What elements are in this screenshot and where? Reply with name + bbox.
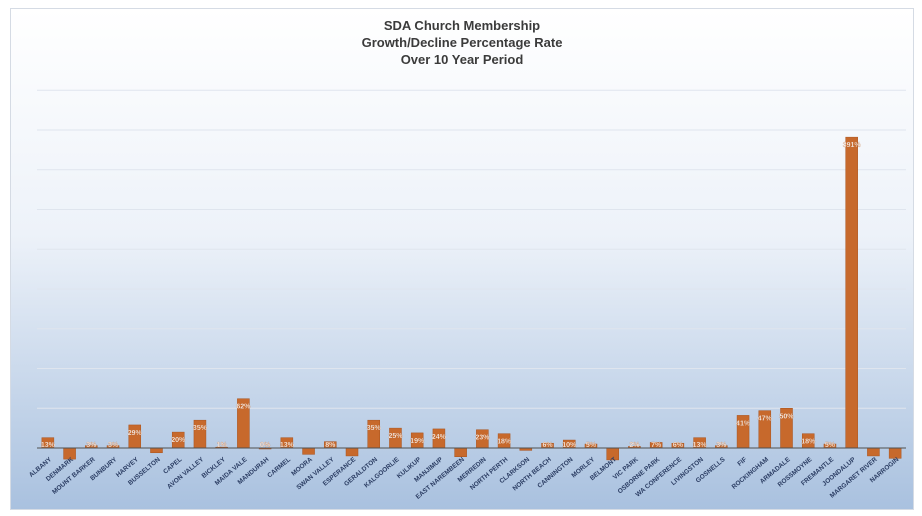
data-label: 23% <box>475 435 490 442</box>
bar <box>454 447 467 457</box>
chart-area: SDA Church Membership Growth/Decline Per… <box>10 8 914 510</box>
category-label: NORTH BEACH <box>512 456 554 492</box>
data-label: 1% <box>217 442 228 449</box>
data-label: 35% <box>367 425 382 432</box>
data-label: 13% <box>693 442 708 449</box>
data-label: 3% <box>716 442 727 449</box>
category-label: CARMEL <box>266 456 292 479</box>
data-label: 6% <box>542 442 553 449</box>
data-label: 391% <box>843 142 862 149</box>
bar <box>845 136 858 449</box>
data-label: 19% <box>410 438 425 445</box>
data-label: 41% <box>736 420 751 427</box>
bar <box>150 447 163 454</box>
category-label: NORTH PERTH <box>469 456 510 492</box>
data-label: 20% <box>171 437 186 444</box>
data-label: 2% <box>629 442 640 449</box>
data-label: 0% <box>260 442 271 449</box>
data-label: 18% <box>497 439 512 446</box>
chart-title: SDA Church Membership Growth/Decline Per… <box>11 17 913 68</box>
data-label: 10% <box>562 442 577 449</box>
chart-title-line-3: Over 10 Year Period <box>400 52 524 67</box>
bar <box>302 447 315 455</box>
data-label: 13% <box>41 442 56 449</box>
category-label: FIF <box>736 456 748 468</box>
data-label: 5% <box>586 442 597 449</box>
data-label: 7% <box>651 442 662 449</box>
data-label: 5% <box>825 442 836 449</box>
data-label: 8% <box>325 442 336 449</box>
chart-title-line-2: Growth/Decline Percentage Rate <box>361 35 563 50</box>
data-label: 47% <box>758 416 773 423</box>
data-label: 6% <box>673 442 684 449</box>
data-label: 24% <box>432 434 447 441</box>
data-label: 18% <box>801 439 816 446</box>
data-label: 29% <box>128 430 143 437</box>
bar <box>867 447 880 457</box>
data-label: 13% <box>280 442 295 449</box>
data-label: 35% <box>193 425 208 432</box>
chart-title-line-1: SDA Church Membership <box>383 18 541 33</box>
category-label: SWAN VALLEY <box>295 456 336 492</box>
data-label: 3% <box>108 442 119 449</box>
data-label: 50% <box>780 413 795 420</box>
data-label: 3% <box>86 442 97 449</box>
data-label: 62% <box>236 404 251 411</box>
data-label: 25% <box>388 433 403 440</box>
bar <box>345 447 359 457</box>
